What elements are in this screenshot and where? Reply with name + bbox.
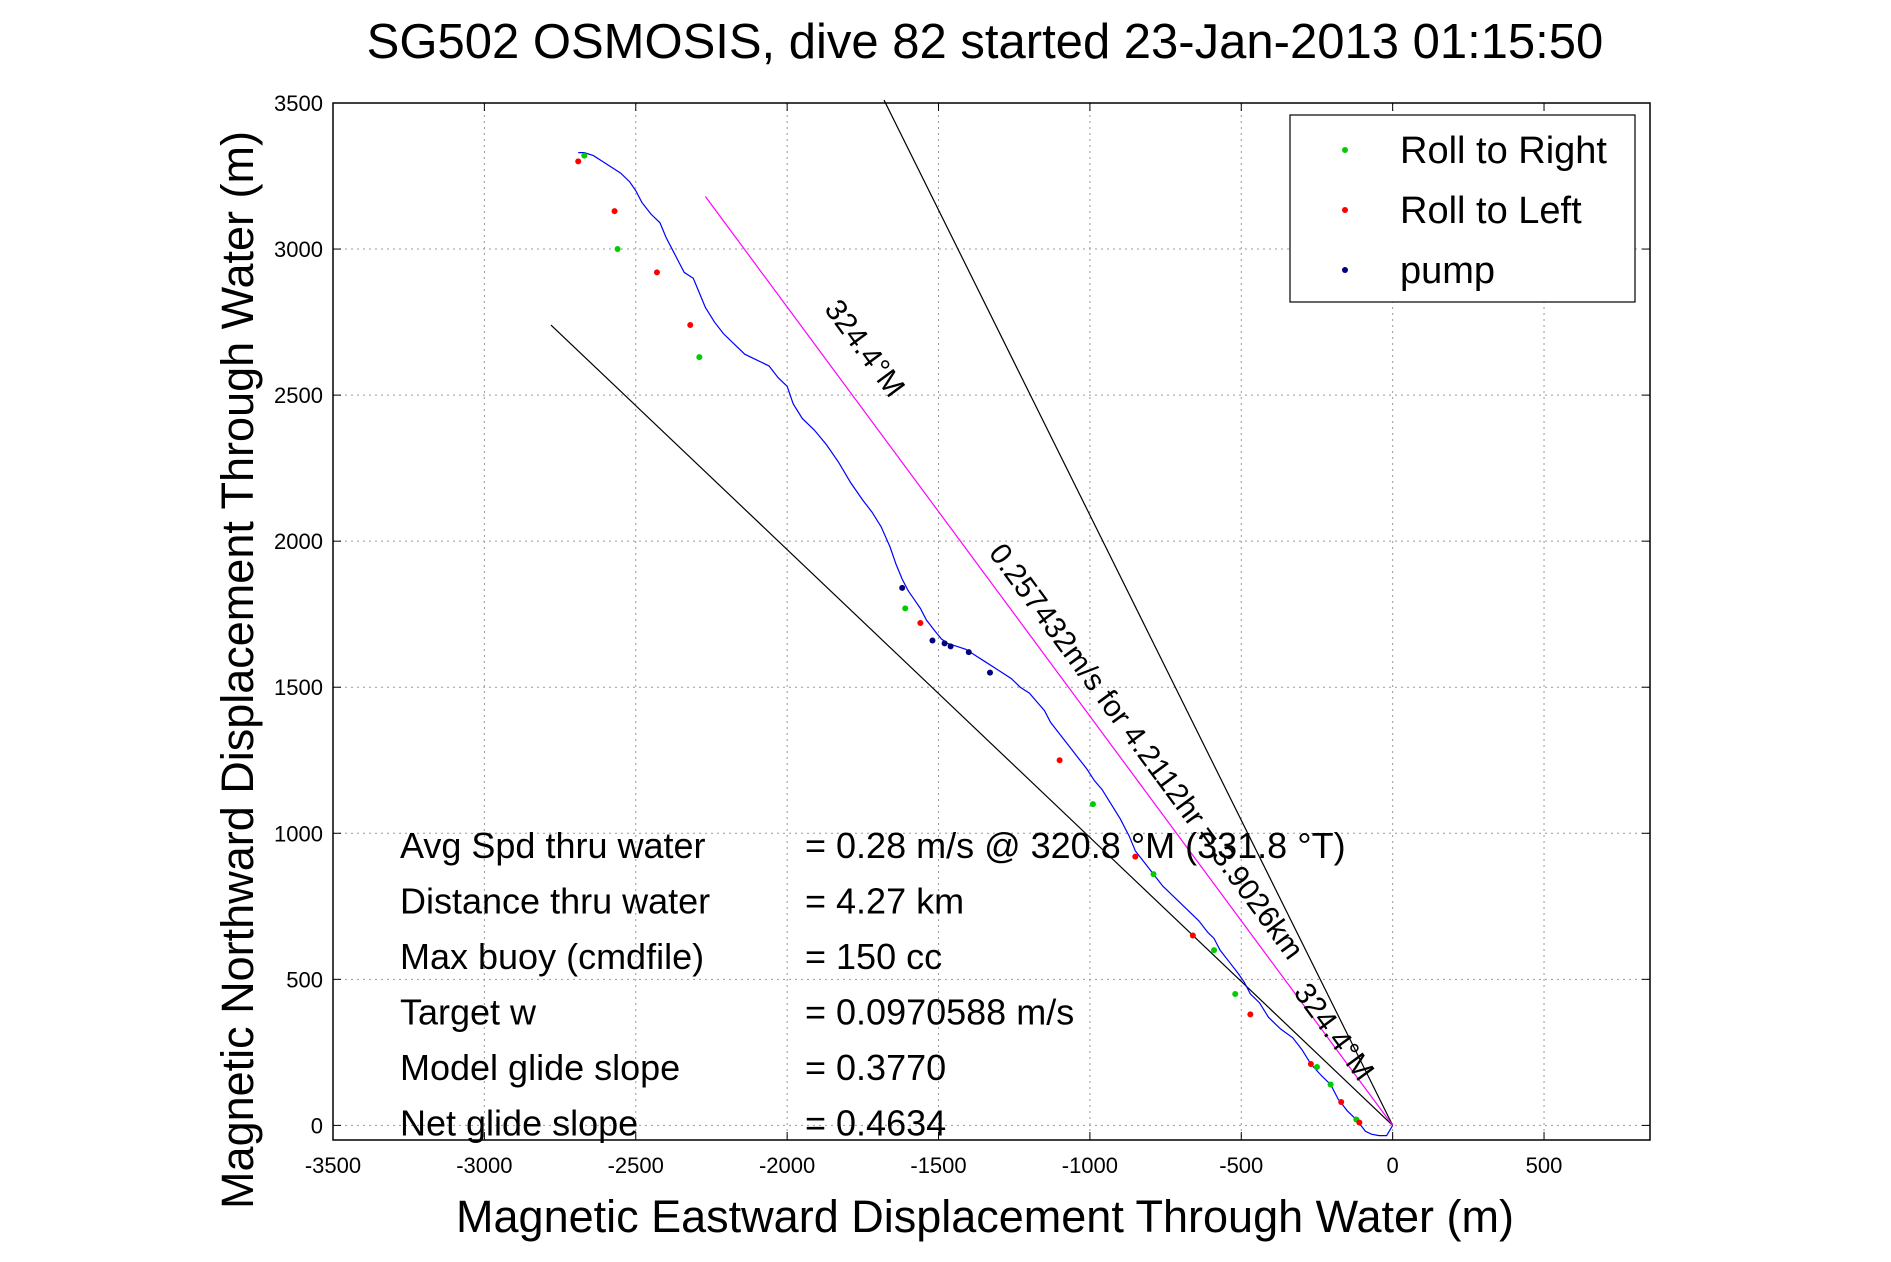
reference-lines xyxy=(550,99,1394,1126)
reference-line xyxy=(704,196,1394,1126)
plot-border xyxy=(332,102,1651,1141)
roll-left-marker xyxy=(1247,1011,1254,1018)
pump-marker xyxy=(941,640,948,647)
x-tick-label: -1000 xyxy=(1062,1153,1118,1178)
y-tick-label: 1000 xyxy=(274,821,323,846)
roll-left-marker xyxy=(1132,853,1139,860)
roll-right-marker xyxy=(1327,1081,1334,1088)
roll-right-marker xyxy=(581,152,588,159)
roll-left-marker xyxy=(1056,757,1063,764)
pump-marker xyxy=(929,637,936,644)
stat-value: = 0.0970588 m/s xyxy=(805,992,1074,1033)
stat-label: Net glide slope xyxy=(400,1103,638,1144)
glider-track xyxy=(578,152,1394,1137)
roll-right-marker xyxy=(902,605,909,612)
y-tick-label: 0 xyxy=(311,1113,323,1138)
x-tick-label: -1500 xyxy=(910,1153,966,1178)
x-axis-label: Magnetic Eastward Displacement Through W… xyxy=(456,1191,1514,1242)
roll-left-marker xyxy=(1338,1099,1345,1106)
roll-right-marker xyxy=(1232,990,1239,997)
roll-left-marker xyxy=(1307,1061,1314,1068)
y-tick-label: 3000 xyxy=(274,237,323,262)
legend-marker xyxy=(1342,207,1348,213)
stat-value: = 0.3770 xyxy=(805,1047,946,1088)
x-tick-label: -3500 xyxy=(305,1153,361,1178)
x-tick-label: -2000 xyxy=(759,1153,815,1178)
stat-label: Max buoy (cmdfile) xyxy=(400,936,704,977)
legend-label: Roll to Right xyxy=(1400,130,1607,172)
stat-value: = 0.4634 xyxy=(805,1103,946,1144)
stat-label: Avg Spd thru water xyxy=(400,825,706,866)
stat-label: Target w xyxy=(400,992,537,1033)
stat-value: = 0.28 m/s @ 320.8 °M (331.8 °T) xyxy=(805,825,1346,866)
stat-label: Model glide slope xyxy=(400,1047,680,1088)
reference-line xyxy=(883,99,1394,1126)
pump-marker xyxy=(899,584,906,591)
y-axis-label: Magnetic Northward Displacement Through … xyxy=(212,131,263,1209)
roll-right-marker xyxy=(1089,801,1096,808)
x-tick-label: -2500 xyxy=(608,1153,664,1178)
y-axis-ticks: 0 500 1000 1500 2000 2500 3000 3500 xyxy=(274,91,1650,1138)
roll-left-marker xyxy=(611,208,618,215)
legend-label: Roll to Left xyxy=(1400,190,1582,232)
roll-left-marker xyxy=(687,322,694,329)
y-tick-label: 2000 xyxy=(274,529,323,554)
roll-right-marker xyxy=(1313,1063,1320,1070)
pump-marker xyxy=(965,649,972,656)
roll-right-marker xyxy=(614,246,621,253)
track-line xyxy=(578,152,1394,1137)
y-tick-label: 2500 xyxy=(274,383,323,408)
roll-left-marker xyxy=(653,269,660,276)
y-tick-label: 1500 xyxy=(274,675,323,700)
chart-title: SG502 OSMOSIS, dive 82 started 23-Jan-20… xyxy=(367,15,1604,69)
y-tick-label: 500 xyxy=(286,967,323,992)
roll-left-marker xyxy=(1189,932,1196,939)
reference-line xyxy=(550,324,1394,1126)
x-axis-ticks: -3500 -3000 -2500 -2000 -1500 -1000 -500 0 500 xyxy=(305,103,1563,1178)
roll-right-marker xyxy=(1211,947,1218,954)
legend-marker xyxy=(1342,147,1348,153)
stat-value: = 150 cc xyxy=(805,936,942,977)
x-tick-label: 500 xyxy=(1526,1153,1563,1178)
roll-right-marker xyxy=(696,354,703,361)
stat-label: Distance thru water xyxy=(400,881,710,922)
x-tick-label: 0 xyxy=(1387,1153,1399,1178)
x-tick-label: -3000 xyxy=(456,1153,512,1178)
stat-value: = 4.27 km xyxy=(805,881,964,922)
pump-marker xyxy=(947,643,954,650)
legend-label: pump xyxy=(1400,250,1495,292)
legend: Roll to Right Roll to Left pump xyxy=(1289,114,1636,303)
legend-marker xyxy=(1342,267,1348,273)
roll-left-marker xyxy=(1356,1119,1363,1126)
pump-marker xyxy=(986,669,993,676)
dive-statistics: Avg Spd thru water = 0.28 m/s @ 320.8 °M … xyxy=(400,825,1346,1144)
y-tick-label: 3500 xyxy=(274,91,323,116)
roll-left-marker xyxy=(917,619,924,626)
x-tick-label: -500 xyxy=(1219,1153,1263,1178)
event-markers xyxy=(575,152,1363,1126)
roll-right-marker xyxy=(1150,871,1157,878)
roll-left-marker xyxy=(575,158,582,165)
